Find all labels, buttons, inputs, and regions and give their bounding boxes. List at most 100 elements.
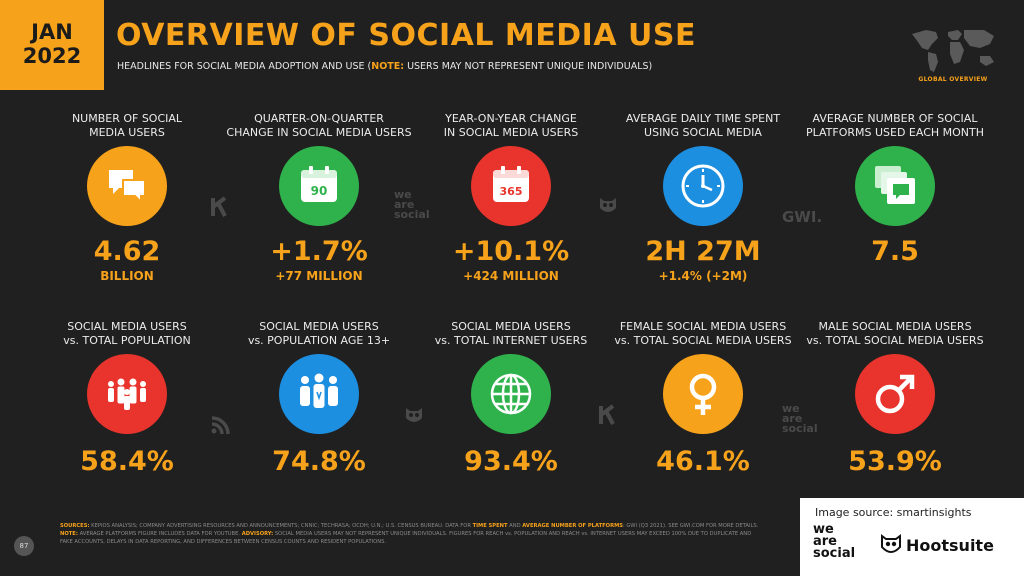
card-label-line: MALE SOCIAL MEDIA USERS [818, 320, 972, 333]
hootsuite-owl-watermark-icon [600, 198, 616, 212]
card-label-line: USING SOCIAL MEDIA [644, 126, 762, 139]
watermark-line: we [394, 188, 412, 201]
date-year: 2022 [22, 44, 82, 68]
card-label-line: PLATFORMS USED EACH MONTH [805, 126, 985, 139]
we-are-social-watermark: we are social [782, 402, 818, 435]
footnote-text: AVERAGE PLATFORMS FIGURE INCLUDES DATA F… [77, 531, 242, 537]
card-label: SOCIAL MEDIA USERS vs. TOTAL INTERNET US… [416, 320, 606, 350]
card-value: 7.5 [871, 236, 919, 267]
card-value: 46.1% [656, 446, 750, 477]
hootsuite-owl-icon [881, 534, 901, 553]
clock-icon [663, 146, 743, 226]
card-label-line: IN SOCIAL MEDIA USERS [443, 126, 579, 139]
subtitle-text: HEADLINES FOR SOCIAL MEDIA ADOPTION AND … [117, 61, 372, 72]
image-source-credit: Image source: smartinsights [815, 506, 972, 519]
card-users-vs-age13: SOCIAL MEDIA USERS vs. POPULATION AGE 13… [224, 320, 414, 478]
card-label: NUMBER OF SOCIAL MEDIA USERS [32, 112, 222, 142]
kepios-logo-icon [599, 404, 615, 425]
page-number: 87 [14, 536, 34, 556]
footnote-advisory-label: ADVISORY: [241, 531, 274, 537]
card-value: +10.1% [452, 236, 570, 267]
card-sub: +1.4% (+2M) [658, 269, 748, 283]
footnote-text: : GWI (Q3 2021). SEE GWI.COM FOR MORE DE… [622, 523, 759, 529]
card-label-line: SOCIAL MEDIA USERS [451, 320, 571, 333]
credit-panel [800, 498, 1024, 576]
card-qoq-change: QUARTER-ON-QUARTER CHANGE IN SOCIAL MEDI… [224, 112, 414, 283]
card-sub: +77 MILLION [275, 269, 363, 283]
card-label: MALE SOCIAL MEDIA USERS vs. TOTAL SOCIAL… [800, 320, 990, 350]
footnote-highlight: TIME SPENT [472, 523, 508, 529]
card-label-line: vs. POPULATION AGE 13+ [247, 334, 391, 347]
watermark-line: are [394, 198, 415, 211]
population-icon [87, 354, 167, 434]
card-label-line: MEDIA USERS [89, 126, 165, 139]
card-label-line: FEMALE SOCIAL MEDIA USERS [619, 320, 787, 333]
card-label-line: vs. TOTAL POPULATION [63, 334, 191, 347]
card-value: 4.62 [93, 236, 161, 267]
sources-footnote: SOURCES: KEPIOS ANALYSIS; COMPANY ADVERT… [60, 522, 760, 546]
card-label: QUARTER-ON-QUARTER CHANGE IN SOCIAL MEDI… [224, 112, 414, 142]
card-sub: +424 MILLION [463, 269, 559, 283]
hootsuite-logo: Hootsuite [880, 532, 994, 558]
footnote-highlight: AVERAGE NUMBER OF PLATFORMS [522, 523, 623, 529]
footnote-note-label: NOTE: [60, 531, 78, 537]
card-yoy-change: YEAR-ON-YEAR CHANGE IN SOCIAL MEDIA USER… [416, 112, 606, 283]
page-title: OVERVIEW OF SOCIAL MEDIA USE [116, 18, 696, 53]
date-badge: JAN 2022 [0, 0, 104, 90]
watermark-line: are [782, 412, 803, 425]
card-avg-platforms: AVERAGE NUMBER OF SOCIAL PLATFORMS USED … [800, 112, 990, 268]
card-social-media-users: NUMBER OF SOCIAL MEDIA USERS 4.62 BILLIO… [32, 112, 222, 283]
subtitle-text-end: USERS MAY NOT REPRESENT UNIQUE INDIVIDUA… [404, 61, 653, 72]
we-are-social-logo: we are social [813, 522, 856, 561]
card-label-line: YEAR-ON-YEAR CHANGE [445, 112, 577, 125]
card-label-line: AVERAGE NUMBER OF SOCIAL [812, 112, 978, 125]
card-sub: BILLION [100, 269, 154, 283]
card-label-line: SOCIAL MEDIA USERS [259, 320, 379, 333]
card-users-vs-internet: SOCIAL MEDIA USERS vs. TOTAL INTERNET US… [416, 320, 606, 478]
watermark-line: we [782, 402, 800, 415]
card-value: 53.9% [848, 446, 942, 477]
card-label: AVERAGE DAILY TIME SPENT USING SOCIAL ME… [608, 112, 798, 142]
hootsuite-wordmark: Hootsuite [906, 535, 994, 555]
logo-line: social [813, 546, 856, 561]
world-map-icon [912, 30, 994, 72]
kepios-logo-icon [211, 196, 227, 217]
card-value: 58.4% [80, 446, 174, 477]
male-symbol-icon [855, 354, 935, 434]
card-label-line: NUMBER OF SOCIAL [71, 112, 183, 125]
gwi-watermark: GWI. [782, 208, 823, 226]
footnote-text: KEPIOS ANALYSIS; COMPANY ADVERTISING RES… [89, 523, 473, 529]
logo-line: are [813, 534, 838, 549]
logo-line: we [813, 522, 834, 537]
card-label: YEAR-ON-YEAR CHANGE IN SOCIAL MEDIA USER… [416, 112, 606, 142]
card-label-line: CHANGE IN SOCIAL MEDIA USERS [226, 126, 412, 139]
rss-watermark-icon [211, 416, 230, 434]
watermark-line: social [782, 422, 818, 435]
card-label: SOCIAL MEDIA USERS vs. TOTAL POPULATION [32, 320, 222, 350]
female-symbol-icon [663, 354, 743, 434]
watermark-line: social [394, 208, 430, 221]
card-users-vs-population: SOCIAL MEDIA USERS vs. TOTAL POPULATION … [32, 320, 222, 478]
calendar-365-icon: 365 [471, 146, 551, 226]
card-value: 93.4% [464, 446, 558, 477]
card-label: AVERAGE NUMBER OF SOCIAL PLATFORMS USED … [800, 112, 990, 142]
card-label-line: QUARTER-ON-QUARTER [254, 112, 384, 125]
calendar-number: 90 [311, 184, 328, 198]
we-are-social-watermark: we are social [394, 188, 430, 221]
calendar-90-icon: 90 [279, 146, 359, 226]
adults-icon [279, 354, 359, 434]
footnote-text: SOCIAL MEDIA USERS MAY NOT REPRESENT UNI… [60, 531, 752, 545]
card-label: SOCIAL MEDIA USERS vs. POPULATION AGE 13… [224, 320, 414, 350]
card-daily-time: AVERAGE DAILY TIME SPENT USING SOCIAL ME… [608, 112, 798, 283]
calendar-number: 365 [500, 185, 523, 198]
card-male-users: MALE SOCIAL MEDIA USERS vs. TOTAL SOCIAL… [800, 320, 990, 478]
card-label: FEMALE SOCIAL MEDIA USERS vs. TOTAL SOCI… [608, 320, 798, 350]
stacked-windows-icon [855, 146, 935, 226]
page-subtitle: HEADLINES FOR SOCIAL MEDIA ADOPTION AND … [117, 61, 652, 72]
sources-label: SOURCES: [60, 523, 90, 529]
card-label-line: vs. TOTAL SOCIAL MEDIA USERS [806, 334, 984, 347]
speech-bubbles-icon [87, 146, 167, 226]
card-female-users: FEMALE SOCIAL MEDIA USERS vs. TOTAL SOCI… [608, 320, 798, 478]
card-value: 2H 27M [645, 236, 761, 267]
card-value: 74.8% [272, 446, 366, 477]
